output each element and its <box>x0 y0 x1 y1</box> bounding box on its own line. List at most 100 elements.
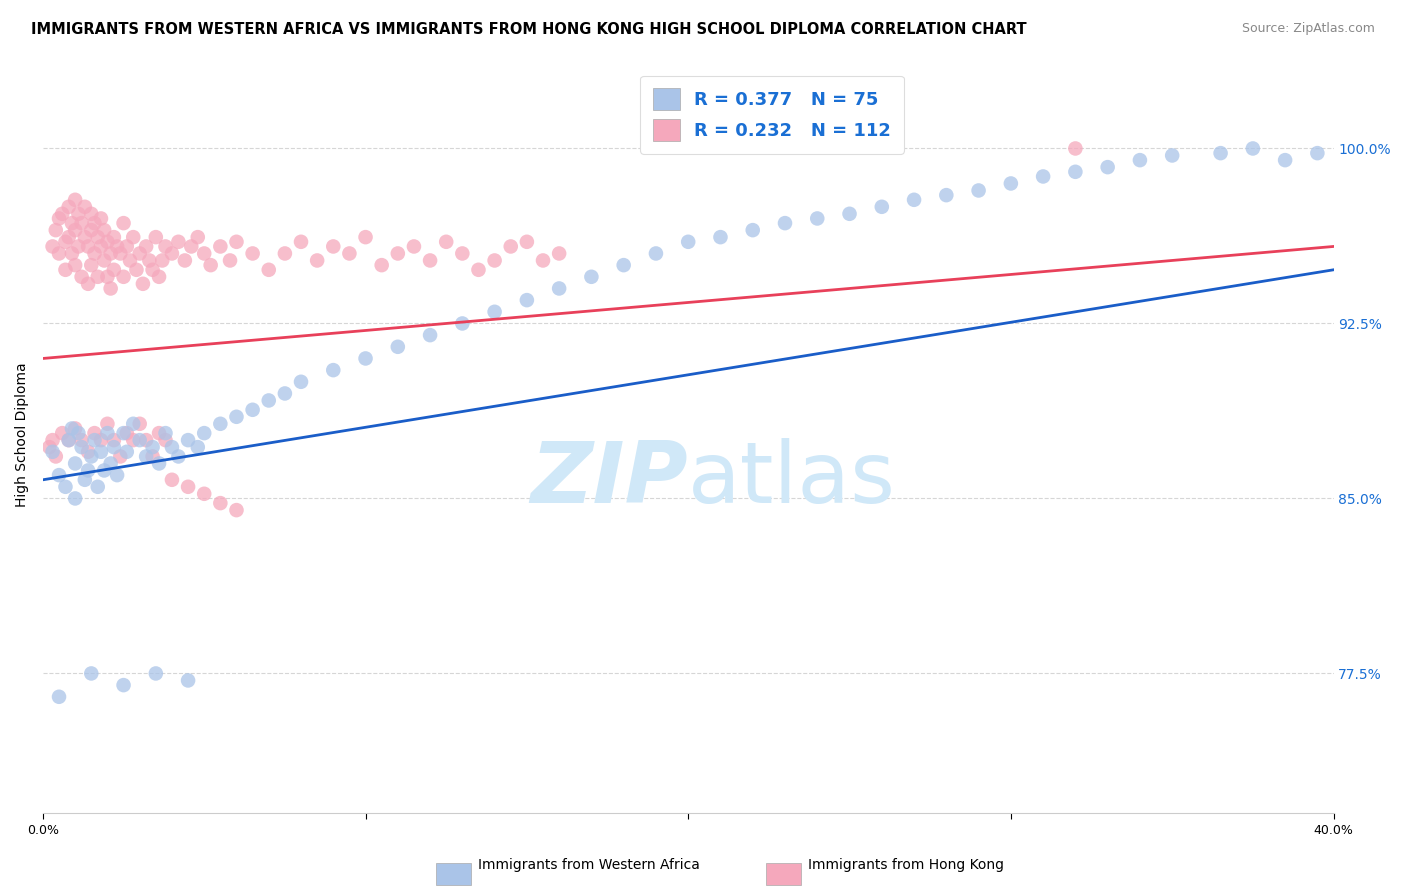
Point <box>45 450 67 464</box>
Text: IMMIGRANTS FROM WESTERN AFRICA VS IMMIGRANTS FROM HONG KONG HIGH SCHOOL DIPLOMA : IMMIGRANTS FROM WESTERN AFRICA VS IMMIGR… <box>31 22 1026 37</box>
Point <box>155 426 177 441</box>
Point <box>125 262 148 277</box>
Point <box>80 450 103 464</box>
Point <box>135 433 157 447</box>
Point <box>96 426 118 441</box>
Point <box>83 426 105 441</box>
Point <box>90 444 112 458</box>
Point <box>307 253 329 268</box>
Point <box>55 262 77 277</box>
Point <box>193 426 215 441</box>
Point <box>1064 141 1087 155</box>
Point <box>60 216 83 230</box>
Point <box>290 375 312 389</box>
Point <box>122 417 145 431</box>
Point <box>339 246 361 260</box>
Point <box>516 293 538 307</box>
Point <box>41 444 63 458</box>
Point <box>122 433 145 447</box>
Point <box>112 216 135 230</box>
Point <box>41 433 63 447</box>
Point <box>225 409 247 424</box>
Point <box>209 417 232 431</box>
Point <box>148 269 170 284</box>
Point <box>257 393 280 408</box>
Point <box>160 440 183 454</box>
Text: Immigrants from Hong Kong: Immigrants from Hong Kong <box>808 858 1004 872</box>
Point <box>150 253 173 268</box>
Point <box>402 239 425 253</box>
Point <box>55 235 77 249</box>
Point <box>77 444 100 458</box>
Point <box>484 305 506 319</box>
Point <box>58 230 80 244</box>
Point <box>63 421 86 435</box>
Point <box>45 223 67 237</box>
Text: ZIP: ZIP <box>530 438 688 521</box>
Point <box>70 269 93 284</box>
Point <box>112 678 135 692</box>
Point <box>806 211 828 226</box>
Point <box>773 216 796 230</box>
Point <box>1274 153 1296 168</box>
Point <box>581 269 603 284</box>
Point <box>225 235 247 249</box>
Point <box>83 216 105 230</box>
Point <box>322 239 344 253</box>
Point <box>103 262 125 277</box>
Point <box>1241 141 1264 155</box>
Point <box>1064 165 1087 179</box>
Point <box>80 207 103 221</box>
Point <box>87 230 110 244</box>
Point <box>467 262 489 277</box>
Point <box>148 457 170 471</box>
Point <box>67 207 90 221</box>
Point <box>242 402 264 417</box>
Point <box>1129 153 1152 168</box>
Point <box>187 440 209 454</box>
Point <box>77 239 100 253</box>
Point <box>67 239 90 253</box>
Point <box>935 188 957 202</box>
Point <box>80 666 103 681</box>
Point <box>1306 146 1329 161</box>
Point <box>103 440 125 454</box>
Point <box>219 253 242 268</box>
Point <box>128 246 150 260</box>
Point <box>322 363 344 377</box>
Point <box>105 468 128 483</box>
Point <box>115 426 138 441</box>
Point <box>77 463 100 477</box>
Point <box>80 258 103 272</box>
Point <box>38 440 60 454</box>
Point <box>48 246 70 260</box>
Point <box>434 235 457 249</box>
Point <box>110 450 132 464</box>
Point <box>93 253 115 268</box>
Point <box>676 235 699 249</box>
Point <box>838 207 860 221</box>
Point <box>90 433 112 447</box>
Point <box>145 666 167 681</box>
Point <box>51 426 73 441</box>
Point <box>209 496 232 510</box>
Point <box>48 211 70 226</box>
Point <box>55 480 77 494</box>
Point <box>63 491 86 506</box>
Point <box>531 253 554 268</box>
Point <box>1161 148 1184 162</box>
Point <box>58 200 80 214</box>
Point <box>419 328 441 343</box>
Point <box>451 317 474 331</box>
Point <box>83 433 105 447</box>
Point <box>105 239 128 253</box>
Point <box>63 223 86 237</box>
Point <box>128 417 150 431</box>
Point <box>160 246 183 260</box>
Point <box>70 216 93 230</box>
Point <box>242 246 264 260</box>
Point <box>148 426 170 441</box>
Point <box>128 433 150 447</box>
Point <box>115 239 138 253</box>
Point <box>96 235 118 249</box>
